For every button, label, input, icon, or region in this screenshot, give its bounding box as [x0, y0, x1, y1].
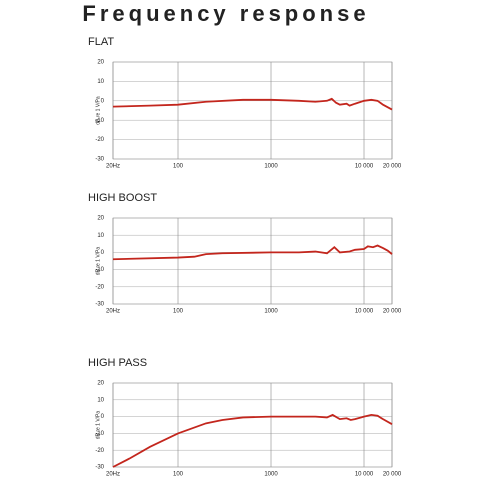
x-tick-label: 20Hz — [106, 472, 120, 478]
y-tick-label: -10 — [95, 267, 104, 273]
x-tick-label: 10 000 — [355, 164, 374, 170]
x-tick-label: 20 000 — [383, 472, 402, 478]
x-tick-label: 100 — [173, 164, 184, 170]
chart-title: HIGH PASS — [88, 357, 147, 369]
y-tick-label: -20 — [95, 284, 104, 290]
x-tick-label: 1000 — [264, 164, 278, 170]
x-tick-label: 100 — [173, 309, 184, 315]
y-tick-label: 0 — [101, 98, 105, 104]
y-tick-label: -20 — [95, 448, 104, 454]
y-tick-label: 20 — [97, 216, 104, 222]
x-tick-label: 10 000 — [355, 309, 374, 315]
y-tick-label: -10 — [95, 431, 104, 437]
plot-frame — [112, 61, 393, 160]
plot-frame — [112, 217, 393, 305]
x-tick-label: 20Hz — [106, 164, 120, 170]
y-axis-label: dB re 1 V/Pa — [95, 96, 101, 125]
x-tick-label: 10 000 — [355, 472, 374, 478]
plot-frame — [112, 382, 393, 468]
frequency-curve — [112, 413, 393, 468]
y-tick-label: -30 — [95, 157, 104, 163]
x-tick-label: 20Hz — [106, 309, 120, 315]
y-tick-label: -20 — [95, 137, 104, 143]
y-tick-label: 10 — [97, 233, 104, 239]
chart-title: FLAT — [88, 36, 114, 48]
y-tick-label: 0 — [101, 250, 105, 256]
frequency-curve — [112, 244, 393, 261]
y-tick-label: 10 — [97, 397, 104, 403]
y-tick-label: 20 — [97, 60, 104, 66]
chart-title: HIGH BOOST — [88, 192, 157, 204]
page-title: Frequency response — [82, 1, 369, 26]
frequency-curve — [112, 97, 393, 111]
x-tick-label: 1000 — [264, 472, 278, 478]
x-tick-label: 20 000 — [383, 164, 402, 170]
x-tick-label: 20 000 — [383, 309, 402, 315]
x-tick-label: 1000 — [264, 309, 278, 315]
x-tick-label: 100 — [173, 472, 184, 478]
y-tick-label: 20 — [97, 381, 104, 387]
y-tick-label: -10 — [95, 118, 104, 124]
y-tick-label: -30 — [95, 302, 104, 308]
y-tick-label: -30 — [95, 465, 104, 471]
y-tick-label: 0 — [101, 414, 105, 420]
y-axis-label: dB re 1 V/Pa — [95, 247, 101, 276]
y-tick-label: 10 — [97, 79, 104, 85]
y-axis-label: dB re 1 V/Pa — [95, 411, 101, 440]
